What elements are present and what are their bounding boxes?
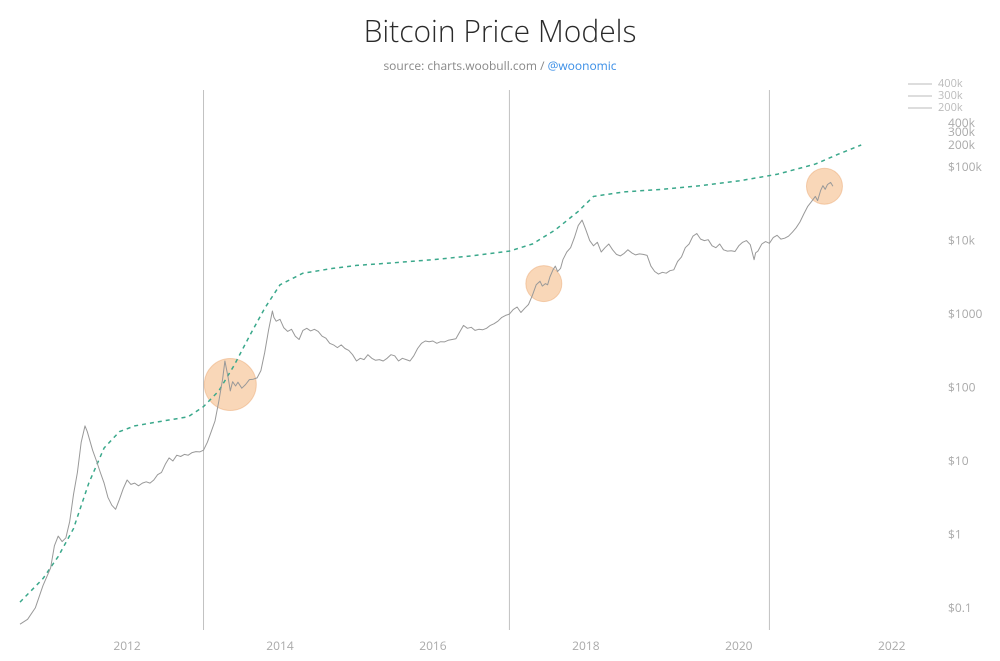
x-tick-label: 2014 <box>266 637 294 654</box>
x-tick-label: 2022 <box>878 637 906 654</box>
model-line <box>20 145 861 602</box>
y-tick-label: $1000 <box>948 305 982 322</box>
chart-container: Bitcoin Price Models source: charts.woob… <box>0 0 1000 661</box>
y-tick-label: $10 <box>948 452 969 469</box>
y-tick-label: $0.1 <box>948 599 972 616</box>
x-tick-label: 2020 <box>725 637 753 654</box>
legend-label: 200k <box>938 100 963 115</box>
y-tick-label: $10k <box>948 232 976 249</box>
x-tick-label: 2018 <box>572 637 600 654</box>
x-tick-label: 2012 <box>113 637 141 654</box>
x-tick-label: 2016 <box>419 637 447 654</box>
highlight-circle <box>526 266 562 302</box>
y-tick-label: $1 <box>948 525 962 542</box>
price-chart: 2012 2014 2016 2018 2020 2022 $0.1 $1 $10 $100 $10… <box>0 0 1000 661</box>
y-tick-label: $100 <box>948 379 976 396</box>
highlight-circle <box>204 358 256 410</box>
price-line <box>20 182 833 624</box>
highlight-circle <box>806 168 842 204</box>
y-tick-label: $100k <box>948 158 982 175</box>
y-tick-label: 400k <box>948 114 976 131</box>
